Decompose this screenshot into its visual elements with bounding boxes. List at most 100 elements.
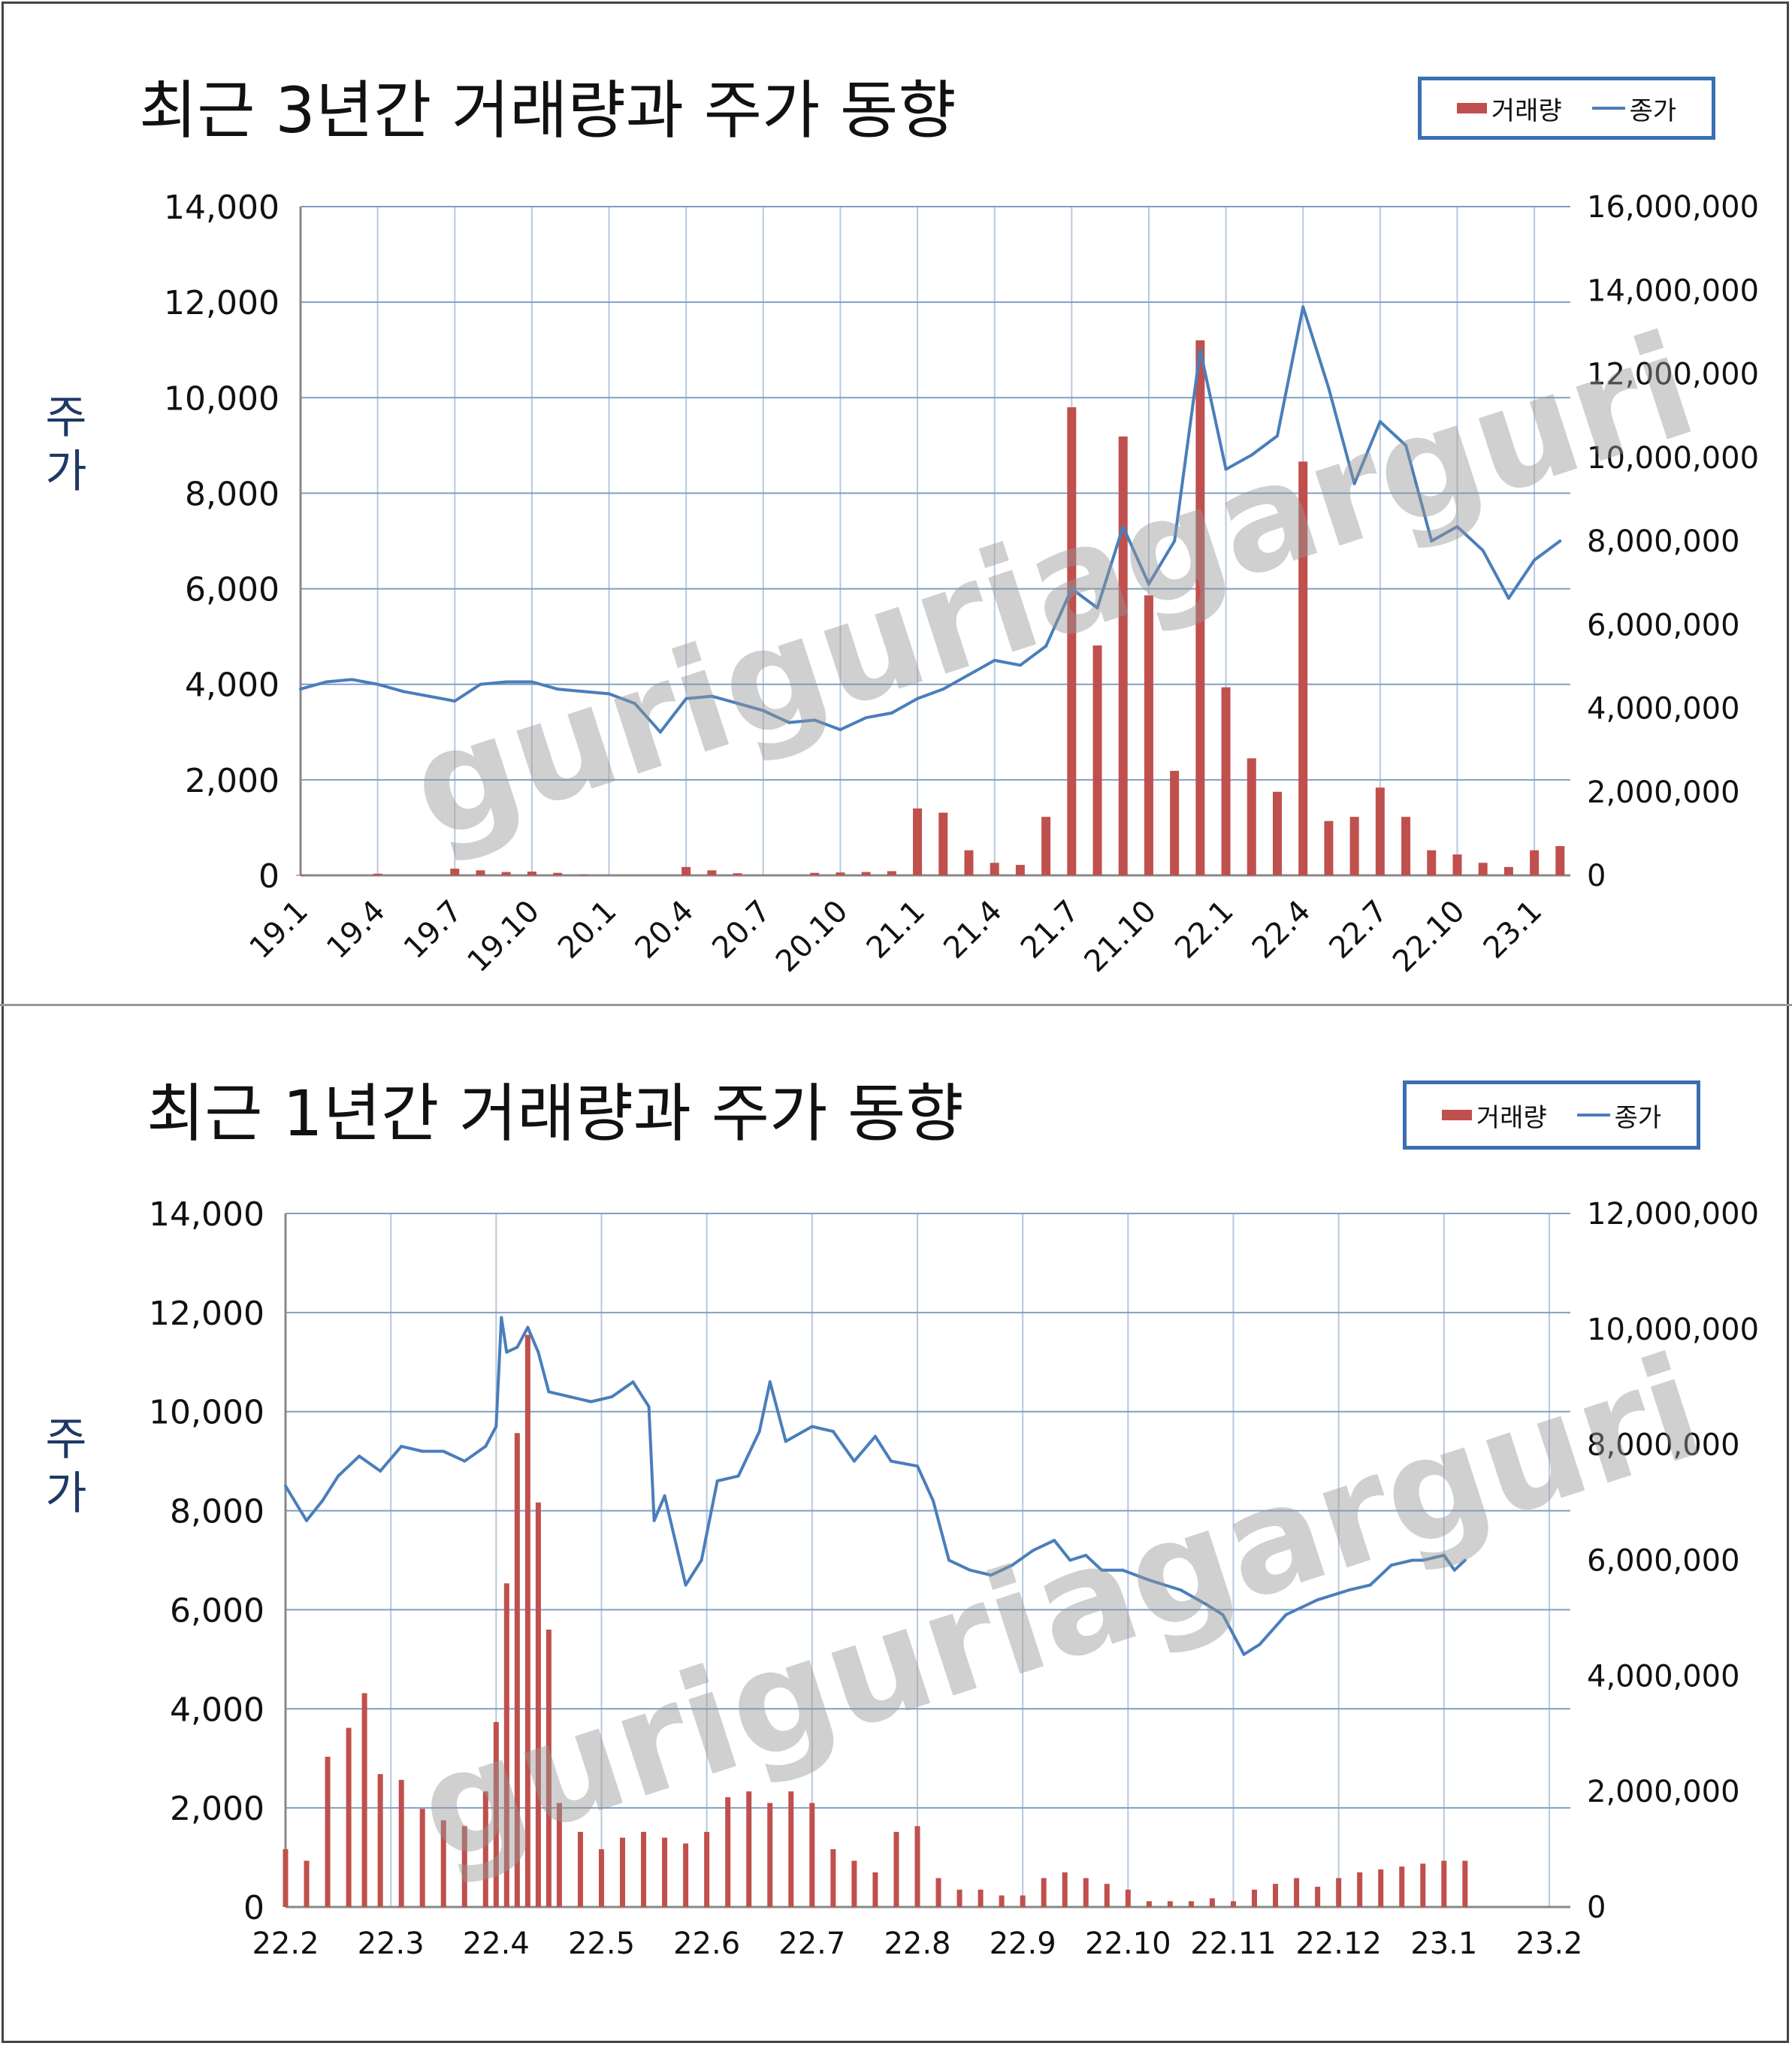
y-left-tick-label: 14,000 — [149, 1195, 264, 1234]
chart2-y-title-1: 주 — [45, 1413, 87, 1466]
close-price-point — [504, 680, 508, 684]
close-price-point — [284, 1484, 287, 1488]
volume-bar — [1441, 1860, 1447, 1907]
close-price-point — [547, 1390, 551, 1394]
volume-bar — [1273, 791, 1282, 875]
volume-bar — [662, 1837, 668, 1907]
close-price-point — [536, 1350, 540, 1354]
volume-bar — [1221, 687, 1231, 875]
volume-bar — [1324, 821, 1334, 875]
volume-bar — [1378, 1869, 1384, 1907]
volume-bar — [283, 1849, 289, 1907]
close-price-point — [1179, 1588, 1183, 1592]
y-left-tick-label: 8,000 — [170, 1493, 264, 1531]
y-right-tick-label: 10,000,000 — [1587, 1313, 1759, 1347]
close-price-point — [1032, 1549, 1035, 1552]
volume-bar — [935, 1878, 941, 1907]
close-price-point — [400, 1444, 403, 1448]
close-price-point — [1430, 539, 1434, 542]
y-right-tick-label: 4,000,000 — [1587, 1659, 1740, 1694]
volume-bar — [809, 1803, 815, 1907]
y-right-tick-label: 12,000,000 — [1587, 358, 1759, 392]
volume-bar — [956, 1889, 962, 1907]
volume-bar — [304, 1860, 310, 1907]
chart2-y-title-2: 가 — [45, 1467, 87, 1520]
close-price-point — [1368, 1583, 1372, 1587]
close-price-point — [1068, 1558, 1072, 1562]
volume-bar — [938, 812, 948, 875]
volume-bar — [1252, 1889, 1258, 1907]
close-price-point — [1558, 539, 1562, 542]
close-price-point — [1018, 663, 1022, 667]
close-price-point — [1084, 1553, 1088, 1557]
close-price-point — [610, 1395, 614, 1398]
close-price-point — [1301, 305, 1305, 309]
chart2-legend: 거래량 종가 — [1403, 1080, 1700, 1150]
close-price-point — [631, 1380, 635, 1384]
volume-bar — [1315, 1887, 1321, 1907]
close-price-point — [556, 688, 560, 691]
x-tick-label: 22.8 — [884, 1927, 950, 1961]
chart1-legend: 거래량 종가 — [1418, 77, 1715, 140]
volume-bar — [887, 871, 896, 875]
volume-bar — [1062, 1872, 1068, 1907]
volume-bar — [620, 1837, 626, 1907]
volume-bar — [527, 871, 536, 875]
y-left-tick-label: 6,000 — [170, 1591, 264, 1630]
y-left-tick-label: 2,000 — [185, 762, 280, 800]
close-price-point — [787, 721, 790, 724]
y-left-tick-label: 10,000 — [164, 379, 280, 418]
close-price-point — [990, 1573, 993, 1577]
close-price-point — [864, 716, 868, 720]
close-price-point — [1147, 1578, 1151, 1582]
close-price-point — [700, 1558, 703, 1562]
volume-bar — [440, 1820, 446, 1907]
close-price-point — [530, 680, 533, 684]
volume-bar — [1478, 863, 1488, 875]
y-left-tick-label: 0 — [258, 857, 280, 896]
close-price-line — [300, 305, 1561, 734]
volume-bar — [1336, 1878, 1342, 1907]
close-price-point — [1347, 1588, 1351, 1592]
close-price-point — [305, 1519, 309, 1522]
volume-bar — [1170, 770, 1180, 875]
volume-bar — [553, 872, 563, 875]
close-price-point — [421, 1449, 425, 1453]
panel-divider — [0, 1004, 1792, 1006]
y-right-tick-label: 0 — [1587, 1890, 1606, 1925]
close-price-point — [299, 688, 302, 691]
y-right-tick-label: 0 — [1587, 859, 1606, 893]
close-price-point — [1147, 582, 1150, 586]
close-price-point — [969, 1568, 972, 1572]
close-price-point — [337, 1474, 340, 1478]
volume-bar — [482, 1791, 488, 1907]
y-left-tick-label: 8,000 — [185, 475, 280, 513]
close-price-point — [1221, 1613, 1225, 1617]
close-price-point — [1378, 420, 1382, 424]
volume-bar — [450, 869, 460, 875]
chart2-legend-bar-label: 거래량 — [1476, 1102, 1547, 1133]
chart1-legend-bar: 거래량 — [1456, 90, 1562, 127]
close-price-point — [993, 658, 996, 662]
volume-bar — [535, 1502, 541, 1907]
chart1-y-title-2: 가 — [45, 446, 87, 498]
volume-bar — [767, 1803, 773, 1907]
chart2-legend-line-label: 종가 — [1614, 1102, 1662, 1133]
volume-bar — [524, 1334, 530, 1907]
volume-bar — [493, 1721, 499, 1907]
chart1-legend-line: 종가 — [1591, 90, 1676, 127]
x-tick-label: 22.12 — [1295, 1927, 1382, 1961]
close-price-point — [401, 690, 405, 694]
volume-bar — [1104, 1884, 1110, 1907]
volume-bar — [830, 1849, 836, 1907]
close-price-point — [500, 1316, 503, 1319]
close-price-point — [1258, 1643, 1262, 1646]
volume-bar — [1462, 1860, 1468, 1907]
close-price-point — [442, 1449, 446, 1453]
volume-bar — [503, 1583, 509, 1907]
close-price-point — [1404, 443, 1408, 447]
close-price-point — [852, 1459, 856, 1463]
chart2-title: 최근 1년간 거래량과 주가 동향 — [147, 1077, 964, 1150]
